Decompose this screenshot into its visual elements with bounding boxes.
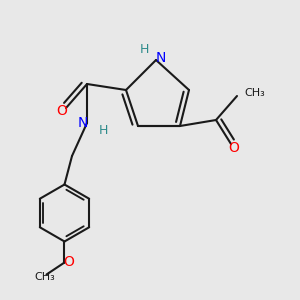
Text: H: H [99, 124, 108, 137]
Text: CH₃: CH₃ [34, 272, 56, 283]
Text: O: O [229, 142, 239, 155]
Text: CH₃: CH₃ [244, 88, 265, 98]
Text: O: O [56, 104, 67, 118]
Text: O: O [64, 256, 74, 269]
Text: H: H [139, 43, 149, 56]
Text: N: N [77, 116, 88, 130]
Text: N: N [155, 52, 166, 65]
